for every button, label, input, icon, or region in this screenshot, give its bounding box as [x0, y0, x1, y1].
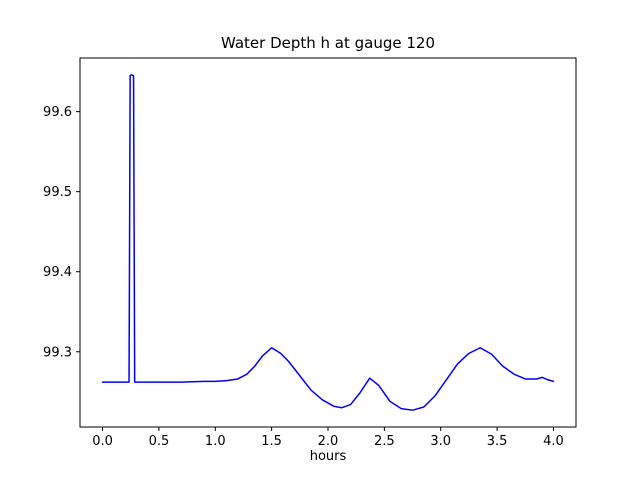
x-tick-label: 0.5 [149, 434, 170, 449]
chart-title: Water Depth h at gauge 120 [220, 34, 436, 52]
y-tick-label: 99.4 [43, 265, 72, 280]
axes-frame [79, 57, 577, 428]
x-tick-label: 1.0 [205, 434, 226, 449]
x-tick-label: 0.0 [92, 434, 113, 449]
data-line [101, 74, 555, 411]
x-tick-label: 2.0 [318, 434, 339, 449]
y-tick-label: 99.3 [43, 345, 72, 360]
x-tick-label: 2.5 [374, 434, 395, 449]
y-tick-label: 99.6 [43, 105, 72, 120]
x-tick-label: 4.0 [543, 434, 564, 449]
x-axis-label: hours [309, 449, 347, 464]
x-tick-label: 3.0 [430, 434, 451, 449]
x-tick-label: 1.5 [261, 434, 282, 449]
y-tick-label: 99.5 [43, 185, 72, 200]
x-tick-label: 3.5 [487, 434, 508, 449]
